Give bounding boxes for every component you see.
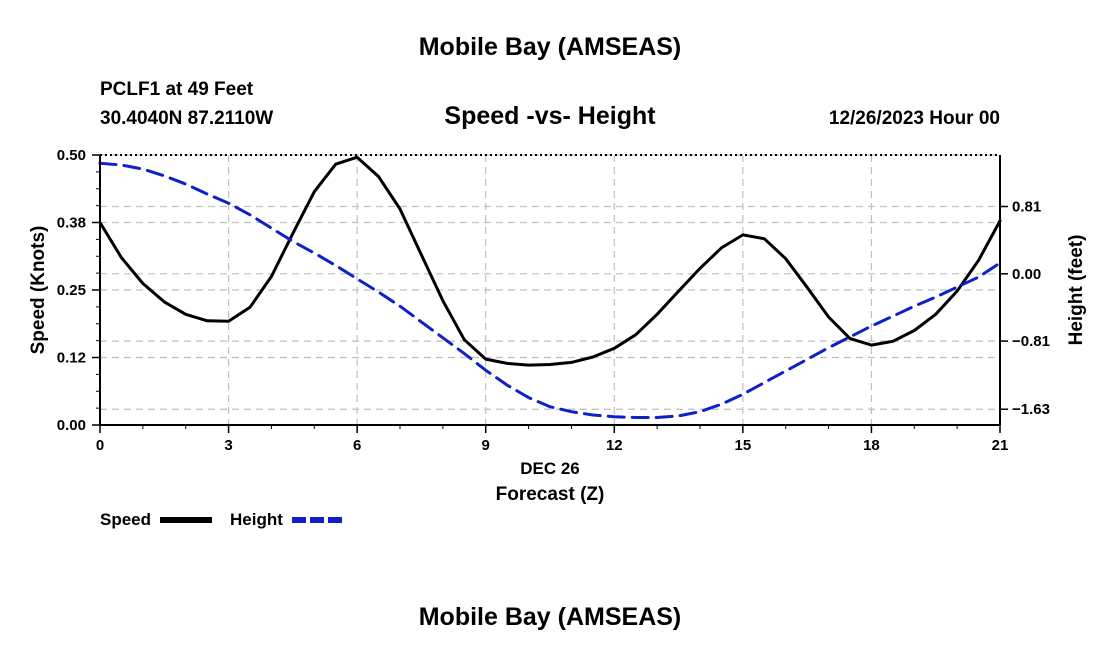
- x-tick-label: 0: [96, 437, 104, 454]
- coordinates-label: 30.4040N 87.2110W: [100, 108, 273, 129]
- x-tick-label: 18: [863, 437, 880, 454]
- footer-title: Mobile Bay (AMSEAS): [419, 603, 682, 631]
- y-tick-label: 0.50: [57, 147, 86, 164]
- y2-tick-label: −0.81: [1012, 333, 1050, 350]
- legend-label-height: Height: [230, 510, 283, 529]
- y2-axis-title: Height (feet): [1066, 235, 1087, 346]
- x-tick-label: 21: [992, 437, 1009, 454]
- y-tick-label: 0.38: [57, 215, 86, 232]
- x-tick-label: 3: [224, 437, 232, 454]
- plot-frame: [92, 154, 1008, 433]
- series-layer: [98, 155, 1002, 419]
- tick-labels: 0 3 6 9 12 15 18 21 0.00 0.12 0.25 0.38 0.50 −1.63 −0.…: [57, 147, 1050, 454]
- page-title: Mobile Bay (AMSEAS): [419, 33, 682, 61]
- x-tick-label: 12: [606, 437, 623, 454]
- legend: Speed Height: [100, 510, 342, 529]
- series-line-height: [98, 161, 1002, 419]
- y2-tick-label: 0.00: [1012, 266, 1041, 283]
- datetime-label: 12/26/2023 Hour 00: [829, 108, 1000, 129]
- x-tick-label: 6: [353, 437, 361, 454]
- x-tick-label: 15: [735, 437, 752, 454]
- grid: [100, 154, 1000, 425]
- chart-title: Speed -vs- Height: [444, 102, 656, 130]
- y-tick-label: 0.25: [57, 282, 86, 299]
- legend-label-speed: Speed: [100, 510, 151, 529]
- y2-tick-label: −1.63: [1012, 401, 1050, 418]
- station-label: PCLF1 at 49 Feet: [100, 79, 254, 100]
- series-line-speed: [98, 155, 1002, 367]
- y-tick-label: 0.00: [57, 417, 86, 434]
- y-axis-title: Speed (Knots): [28, 226, 49, 355]
- x-axis-date: DEC 26: [520, 459, 580, 478]
- x-axis-title: Forecast (Z): [496, 484, 605, 505]
- y2-tick-label: 0.81: [1012, 199, 1041, 216]
- y-tick-label: 0.12: [57, 350, 86, 367]
- x-tick-label: 9: [482, 437, 490, 454]
